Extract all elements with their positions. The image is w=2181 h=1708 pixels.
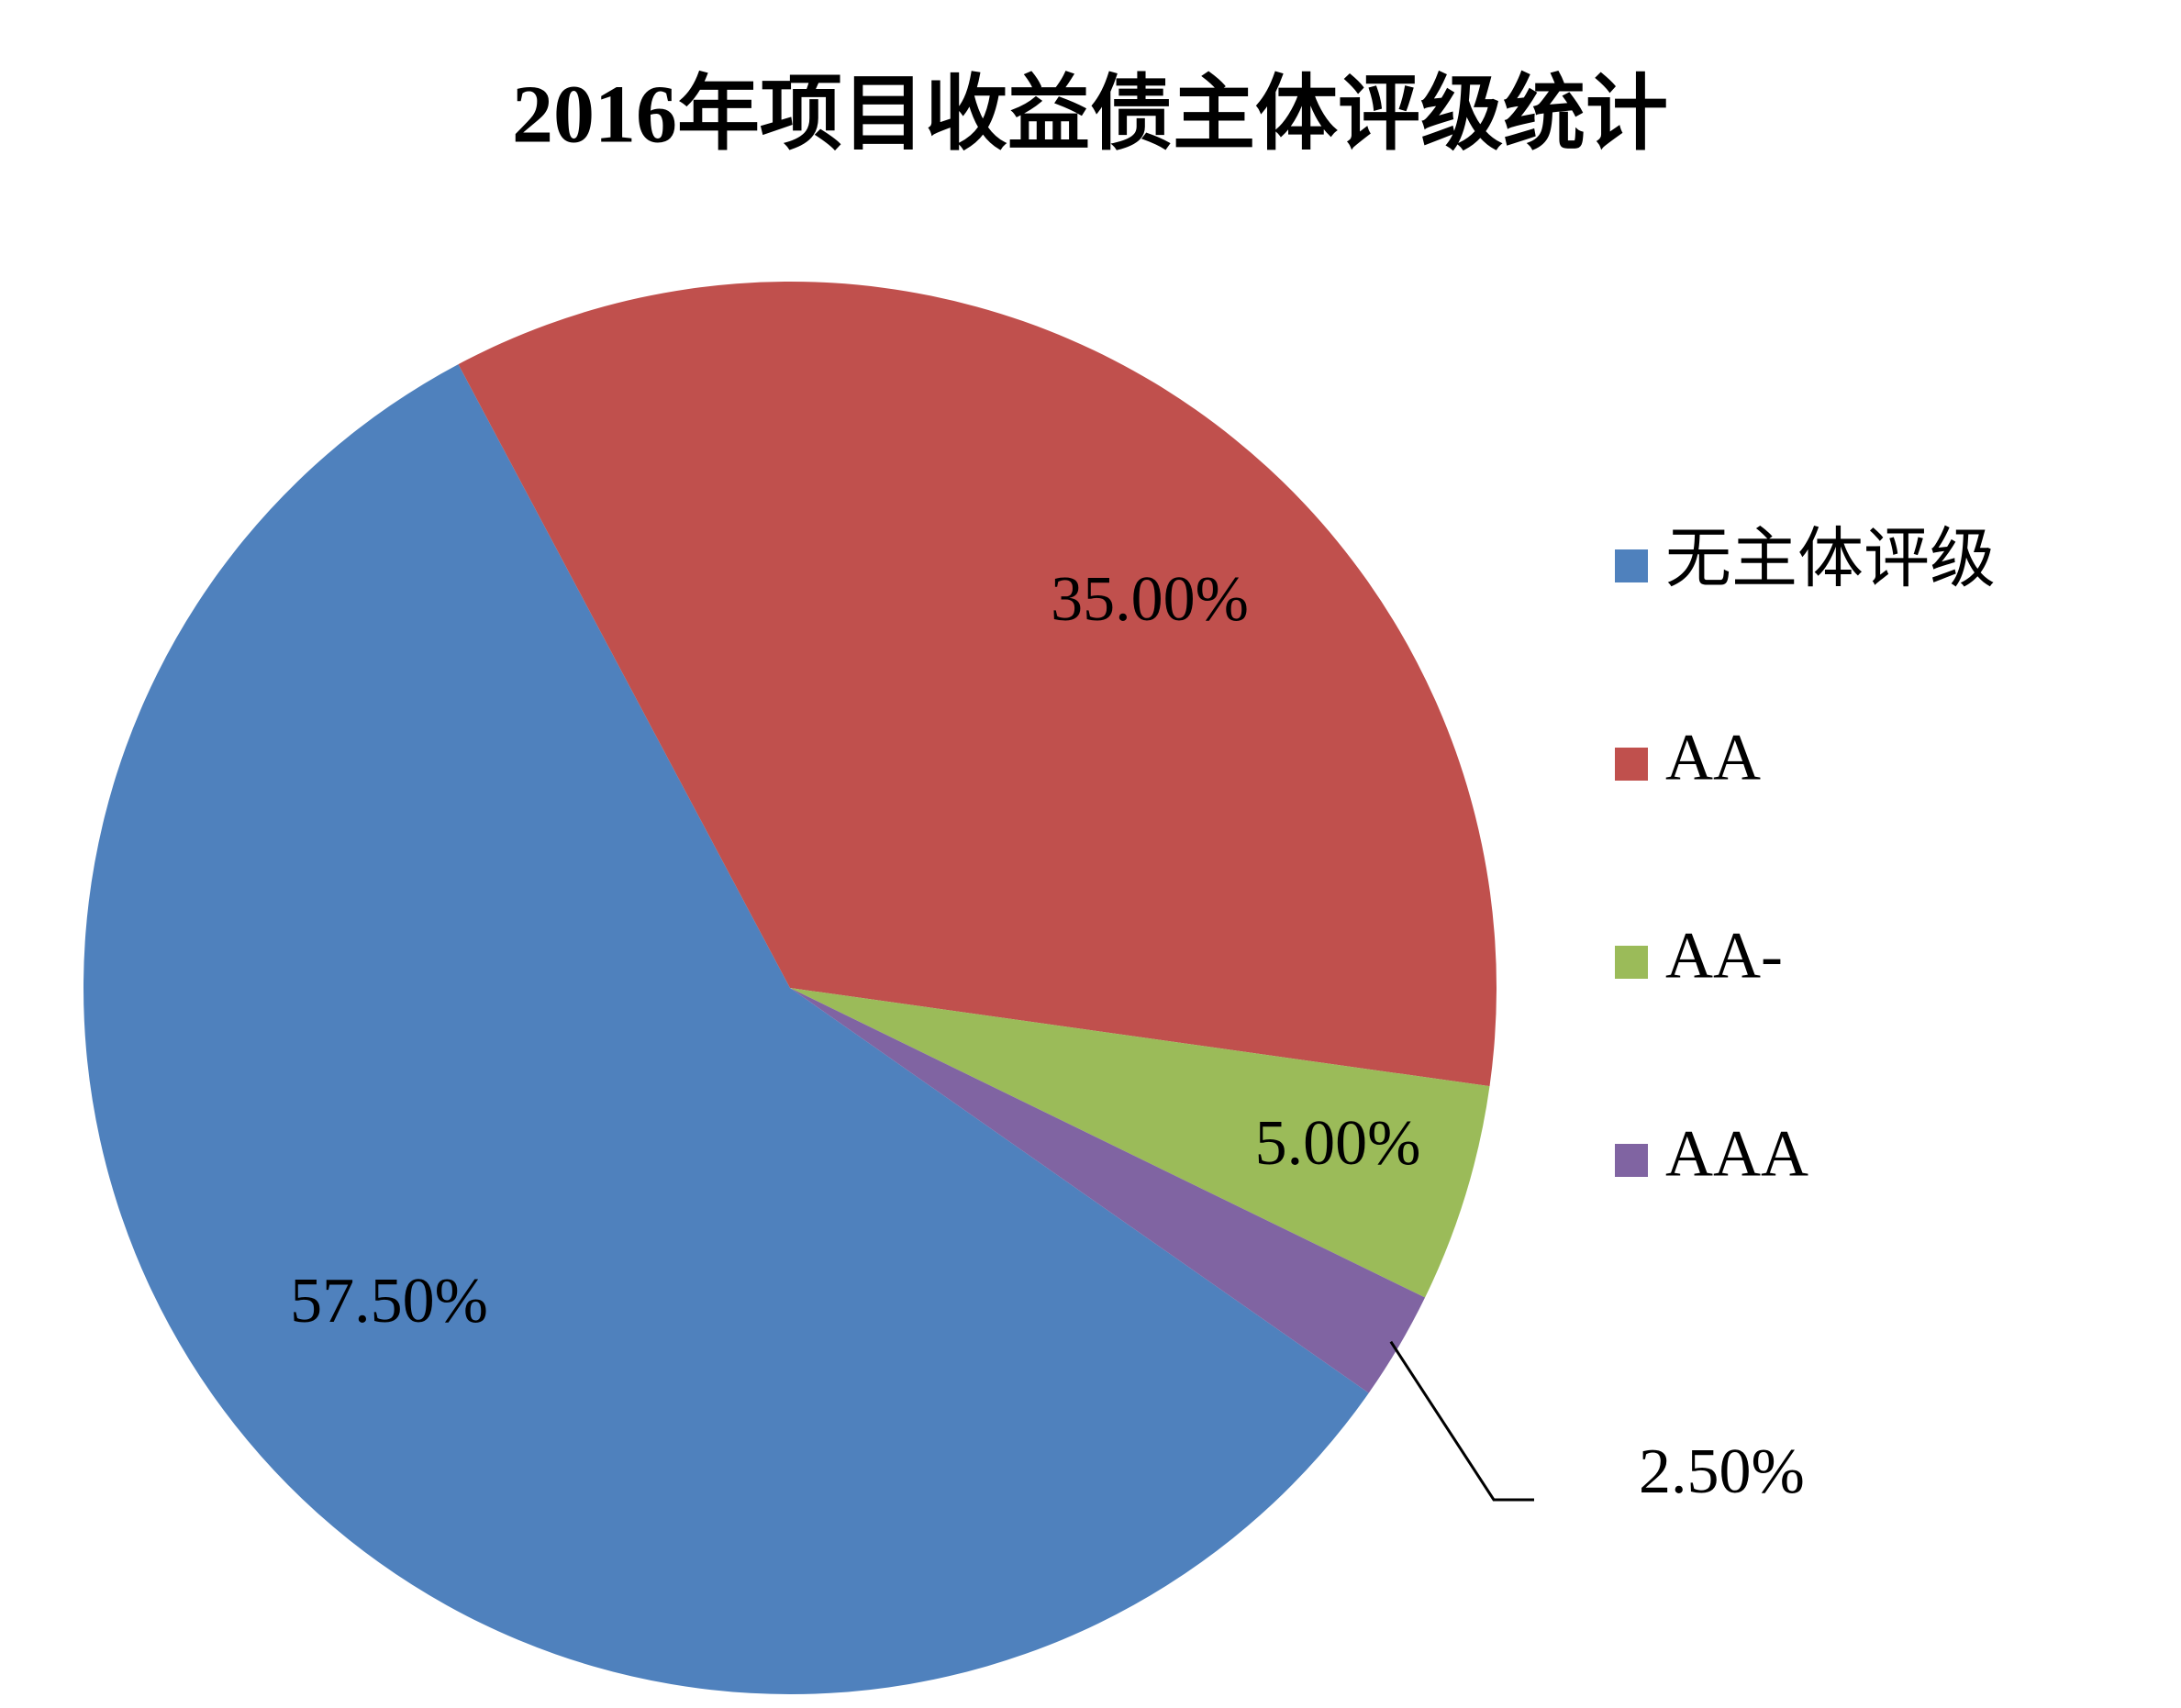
legend-label: AA <box>1665 721 1761 794</box>
data-label: 57.50% <box>290 1266 488 1336</box>
legend-label: AAA <box>1665 1117 1808 1191</box>
pie-slice <box>790 988 1490 1298</box>
legend-swatch <box>1615 549 1648 582</box>
legend-swatch <box>1615 1144 1648 1177</box>
data-label: 5.00% <box>1255 1108 1421 1179</box>
legend-swatch <box>1615 946 1648 979</box>
legend-label: AA- <box>1665 919 1783 993</box>
legend-label: 无主体评级 <box>1665 523 1996 596</box>
leader-line <box>1389 1340 1534 1502</box>
data-label: 35.00% <box>1051 564 1249 635</box>
pie-slice <box>83 364 1369 1694</box>
pie-slice <box>458 281 1497 1087</box>
pie-slice <box>790 988 1426 1393</box>
data-label: 2.50% <box>1639 1436 1805 1507</box>
chart-title: 2016年项目收益债主体评级统计 <box>512 70 1668 161</box>
legend-swatch <box>1615 748 1648 781</box>
